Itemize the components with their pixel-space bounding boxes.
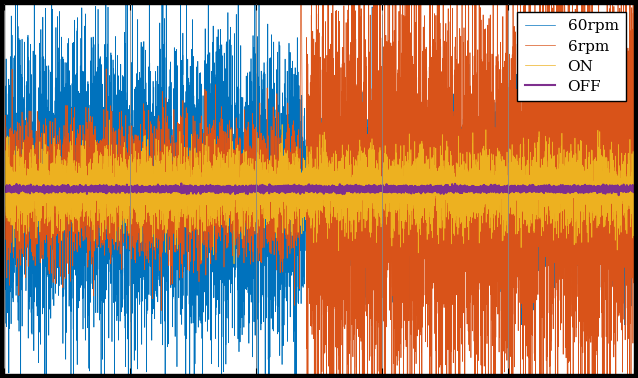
6rpm (124, 192, 131, 197)
ON (124, 168, 131, 173)
6rpm (38, 194, 46, 199)
Legend: 60rpm, 6rpm, ON, OFF: 60rpm, 6rpm, ON, OFF (517, 12, 626, 101)
6rpm (597, 203, 604, 208)
60rpm (597, 192, 604, 197)
OFF (615, 193, 623, 197)
Line: 60rpm: 60rpm (4, 0, 634, 378)
OFF (3, 188, 11, 193)
6rpm (3, 155, 11, 160)
60rpm (26, 239, 34, 244)
Line: ON: ON (4, 120, 634, 264)
6rpm (1, 175, 8, 180)
ON (38, 167, 46, 172)
ON (3, 208, 11, 212)
OFF (630, 187, 637, 191)
60rpm (124, 167, 131, 171)
6rpm (630, 152, 637, 157)
ON (1, 195, 8, 200)
OFF (26, 188, 34, 192)
6rpm (308, 170, 316, 175)
ON (597, 147, 604, 152)
OFF (177, 181, 185, 186)
Line: 6rpm: 6rpm (4, 0, 634, 378)
OFF (597, 186, 604, 191)
60rpm (38, 160, 46, 165)
6rpm (26, 217, 34, 222)
OFF (1, 187, 8, 191)
ON (308, 168, 316, 172)
OFF (308, 185, 316, 190)
ON (26, 162, 34, 167)
OFF (124, 185, 131, 189)
60rpm (1, 152, 8, 156)
OFF (38, 185, 46, 189)
ON (630, 159, 637, 163)
Line: OFF: OFF (4, 183, 634, 195)
60rpm (3, 237, 11, 242)
60rpm (308, 215, 316, 219)
ON (230, 262, 238, 266)
60rpm (630, 253, 637, 257)
ON (105, 118, 113, 122)
